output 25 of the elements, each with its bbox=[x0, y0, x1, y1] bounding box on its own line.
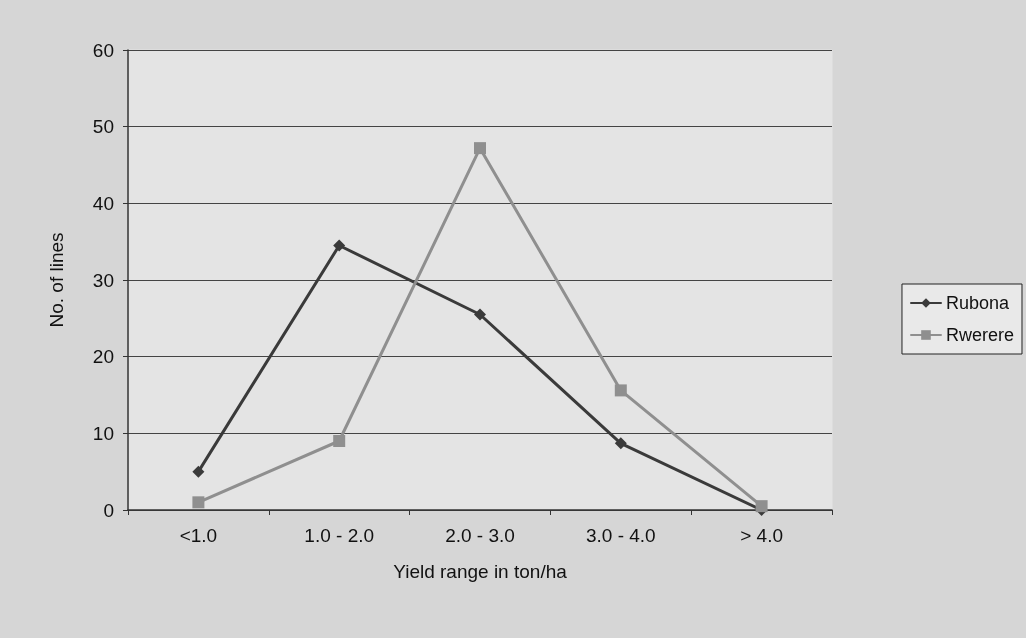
y-tick-label: 60 bbox=[92, 39, 114, 61]
x-tick-label: > 4.0 bbox=[740, 525, 783, 546]
point bbox=[474, 308, 486, 321]
point bbox=[333, 239, 346, 252]
point bbox=[192, 496, 205, 509]
y-tick-label: 40 bbox=[92, 192, 114, 214]
y-tick-label: 50 bbox=[92, 116, 114, 138]
x-tick-label: 2.0 - 3.0 bbox=[445, 525, 515, 546]
y-tick-label: 0 bbox=[103, 499, 114, 521]
legend-label: Rwerere bbox=[945, 325, 1015, 345]
y-tick-label: 20 bbox=[92, 346, 114, 368]
y-tick-label: 30 bbox=[92, 269, 114, 291]
point bbox=[755, 500, 768, 513]
legend-label: Rubona bbox=[945, 293, 1011, 313]
y-axis-title: No. of lines bbox=[46, 232, 67, 328]
point bbox=[474, 142, 486, 155]
point bbox=[614, 437, 627, 450]
y-tick-label: 10 bbox=[92, 422, 114, 444]
x-axis-title: Yield range in ton/ha bbox=[393, 561, 568, 582]
point bbox=[333, 435, 346, 447]
point bbox=[614, 384, 627, 397]
x-tick-label: <1.0 bbox=[179, 525, 218, 546]
x-tick-label: 1.0 - 2.0 bbox=[304, 525, 375, 546]
point bbox=[192, 465, 205, 478]
x-tick-label: 3.0 - 4.0 bbox=[585, 525, 656, 546]
